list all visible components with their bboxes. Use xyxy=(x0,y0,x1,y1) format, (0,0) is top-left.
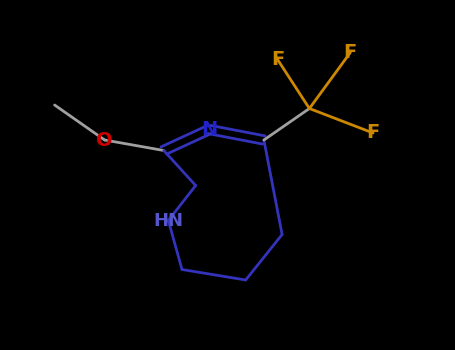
Text: F: F xyxy=(366,124,380,142)
Text: HN: HN xyxy=(153,211,183,230)
Text: O: O xyxy=(96,131,113,149)
Text: N: N xyxy=(201,120,217,139)
Text: F: F xyxy=(271,50,284,69)
Text: F: F xyxy=(344,43,357,62)
